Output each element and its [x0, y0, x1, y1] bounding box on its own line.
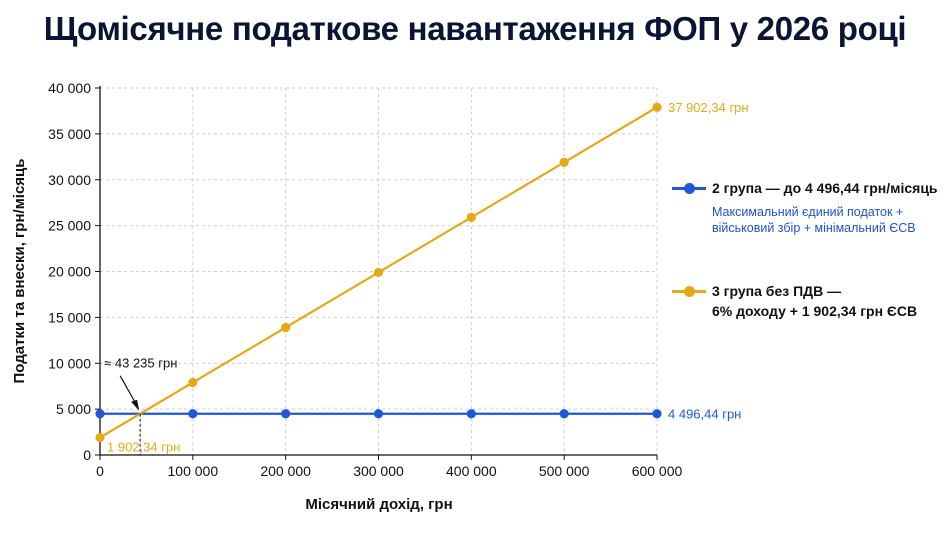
legend-item-group3: 3 група без ПДВ — 6% доходу + 1 902,34 г… — [672, 281, 942, 321]
series-1-point — [281, 409, 291, 419]
y-tick-label: 0 — [83, 447, 91, 463]
series-2-point — [466, 212, 476, 222]
series-2-point — [188, 377, 198, 388]
y-tick-label: 35 000 — [48, 126, 91, 142]
series-1-point — [188, 409, 198, 419]
x-axis-ticks: 0 100 000 200 000 300 000 400 000 500 000 600 … — [96, 455, 683, 479]
grid-lines — [100, 87, 658, 455]
y-tick-label: 20 000 — [48, 264, 91, 280]
x-tick-label: 400 000 — [446, 463, 497, 479]
y-tick-label: 25 000 — [48, 218, 91, 234]
legend-swatch-group3 — [672, 281, 706, 301]
legend: 2 група — до 4 496,44 грн/місяць Максима… — [672, 178, 942, 236]
chart-title: Щомісячне податкове навантаження ФОП у 2… — [43, 10, 907, 47]
legend-2: 3 група без ПДВ — 6% доходу + 1 902,34 г… — [672, 281, 942, 321]
x-tick-label: 200 000 — [260, 463, 311, 479]
legend-label-group3-line2: 6% доходу + 1 902,34 грн ЄСВ — [712, 303, 918, 319]
legend-note-group2: Максимальний єдиний податок + військовий… — [712, 204, 942, 236]
series-1-point — [95, 409, 105, 419]
x-tick-label: 0 — [96, 463, 104, 479]
legend-note-line2: військовий збір + мінімальний ЄСВ — [712, 221, 916, 235]
series-1-point — [466, 409, 476, 419]
series-2-point — [373, 267, 384, 277]
series-2-end-label: 37 902,34 грн — [668, 100, 749, 115]
series-2-point — [652, 102, 662, 112]
x-tick-label: 600 000 — [632, 463, 683, 479]
series-1-end-label: 4 496,44 грн — [668, 407, 741, 422]
series-2-point — [559, 157, 569, 167]
y-axis-label: Податки та внески, грн/місяць — [11, 159, 28, 384]
x-tick-label: 100 000 — [168, 463, 219, 479]
y-tick-label: 30 000 — [48, 172, 91, 188]
x-axis-label: Місячний дохід, грн — [305, 496, 452, 513]
y-tick-label: 40 000 — [48, 80, 91, 96]
x-tick-label: 300 000 — [353, 463, 404, 479]
legend-label-group3-line1: 3 група без ПДВ — — [712, 283, 842, 299]
y-tick-label: 10 000 — [48, 355, 91, 371]
legend-swatch-group2 — [672, 178, 706, 198]
crossing-annotation: ≈ 43 235 грн — [104, 356, 177, 371]
legend-item-group2: 2 група — до 4 496,44 грн/місяць — [672, 178, 942, 198]
series-2-point — [95, 432, 105, 443]
series-1-point — [652, 409, 662, 419]
x-tick-label: 500 000 — [539, 463, 590, 479]
legend-label-group3: 3 група без ПДВ — 6% доходу + 1 902,34 г… — [712, 281, 917, 321]
crossing-arrow-head — [131, 399, 140, 411]
y-tick-label: 15 000 — [48, 309, 91, 325]
series-2-point — [281, 322, 291, 333]
series-1-point — [559, 409, 569, 419]
series-2-start-label: 1 902,34 грн — [107, 440, 180, 455]
data-labels: 4 496,44 грн 37 902,34 грн 1 902,34 грн ≈ 4… — [104, 100, 749, 455]
series-layer — [95, 102, 662, 443]
legend-label-group2: 2 група — до 4 496,44 грн/місяць — [712, 180, 938, 196]
series-1-point — [373, 409, 384, 419]
y-axis-ticks: 0 5 000 10 000 15 000 20 000 25 000 30 000 35 0… — [48, 80, 100, 463]
legend-note-line1: Максимальний єдиний податок + — [712, 205, 904, 219]
y-tick-label: 5 000 — [56, 401, 91, 417]
